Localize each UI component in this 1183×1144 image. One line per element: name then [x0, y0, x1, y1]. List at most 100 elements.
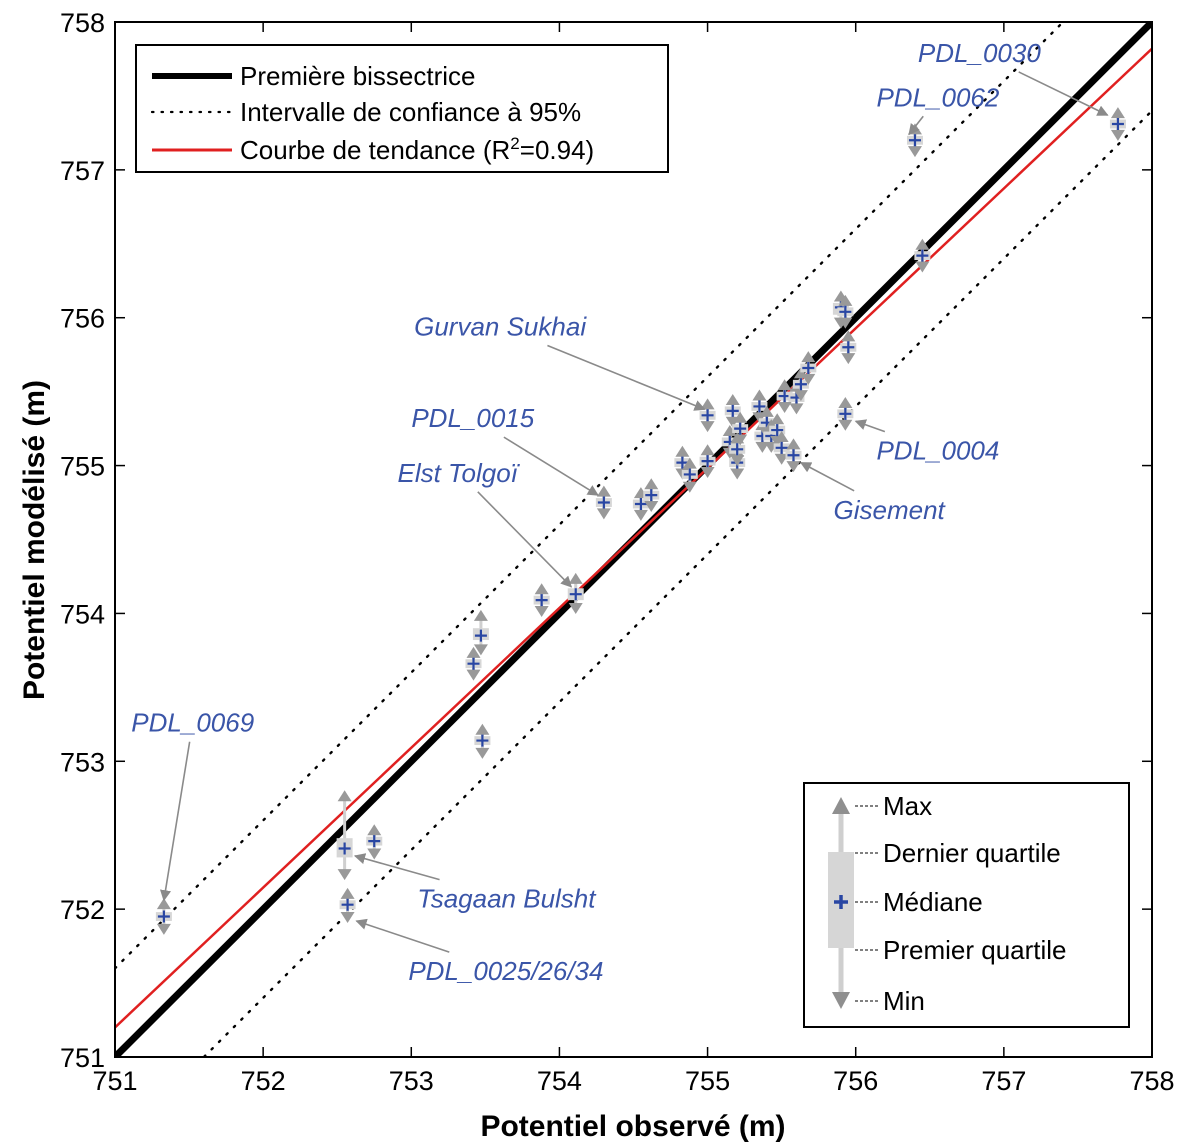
point-median-marker: [775, 441, 788, 454]
point-min-marker: [1110, 129, 1125, 141]
point-max-marker: [675, 445, 690, 457]
point-median-marker: [734, 422, 747, 435]
point-max-marker: [770, 413, 785, 425]
legend-label-trend: Courbe de tendance (R2=0.94): [240, 134, 594, 165]
boxplot-key-q3-label: Dernier quartile: [883, 838, 1061, 868]
boxplot-key: Max Dernier quartile Médiane Premier qua…: [803, 782, 1130, 1028]
point-min-marker: [730, 455, 745, 467]
annotation-arrow: [1018, 71, 1109, 116]
point-max-marker: [774, 430, 789, 442]
point-median-marker: [731, 443, 744, 456]
point-median-marker: [368, 835, 381, 848]
data-point: [837, 396, 854, 431]
point-min-marker: [644, 501, 659, 513]
point-median-marker: [676, 456, 689, 469]
point-min-marker: [596, 508, 611, 520]
point-median-marker: [569, 588, 582, 601]
point-median-marker: [771, 424, 784, 437]
annotation: PDL_0069: [131, 708, 254, 902]
y-tick-label: 752: [60, 895, 105, 925]
point-max-marker: [534, 583, 549, 595]
point-min-marker: [367, 848, 382, 860]
y-tick-label: 751: [60, 1043, 105, 1073]
point-min-marker: [534, 605, 549, 617]
annotation-arrow: [908, 115, 924, 136]
point-max-marker: [644, 478, 659, 490]
boxplot-key-min-label: Min: [883, 986, 925, 1016]
x-tick-label: 753: [389, 1066, 434, 1096]
data-point: [533, 583, 550, 617]
data-point: [339, 887, 356, 924]
data-points: [155, 107, 1126, 935]
point-max-marker: [915, 238, 930, 250]
data-point: [840, 330, 857, 365]
point-median-marker: [1111, 118, 1124, 131]
annotation: Elst Tolgoï: [397, 458, 573, 588]
point-median-marker: [338, 842, 351, 855]
point-median-marker: [839, 407, 852, 420]
point-max-marker: [733, 411, 748, 423]
point-max-marker: [722, 425, 737, 437]
data-point: [773, 430, 790, 465]
point-median-marker: [802, 361, 815, 374]
boxplot-key-frame: [803, 782, 1130, 1028]
point-min-marker: [841, 353, 856, 365]
confidence-lower-line: [202, 109, 1152, 1057]
annotation-label: PDL_0030: [918, 38, 1041, 68]
point-min-marker: [786, 461, 801, 473]
point-median-marker: [157, 910, 170, 923]
point-median-marker: [683, 468, 696, 481]
point-max-marker: [1110, 107, 1125, 119]
point-min-marker: [568, 603, 583, 615]
confidence-upper-line: [115, 22, 1065, 970]
point-min-marker: [700, 467, 715, 479]
data-point: [800, 351, 817, 385]
annotation-arrow: [353, 853, 440, 881]
annotation-arrow: [799, 461, 855, 492]
x-tick-label: 751: [92, 1066, 137, 1096]
data-point: [837, 294, 854, 329]
point-max-marker: [475, 723, 490, 735]
data-point: [776, 379, 793, 413]
y-tick-label: 758: [60, 8, 105, 38]
point-median-marker: [794, 378, 807, 391]
point-min-marker: [915, 261, 930, 273]
point-max-marker: [725, 393, 740, 405]
annotation: PDL_0025/26/34: [355, 918, 603, 986]
annotation: Gurvan Sukhai: [414, 311, 706, 411]
point-max-marker: [838, 396, 853, 408]
x-tick-label: 757: [981, 1066, 1026, 1096]
point-min-marker: [774, 453, 789, 465]
point-median-marker: [787, 449, 800, 462]
point-min-marker: [156, 923, 171, 935]
annotation-label: PDL_0069: [131, 708, 254, 738]
point-min-marker: [801, 373, 816, 385]
annotation-label: Gisement: [833, 495, 946, 525]
annotation-label: Elst Tolgoï: [397, 458, 520, 488]
boxplot-key-q1-label: Premier quartile: [883, 935, 1067, 965]
data-point: [474, 723, 491, 759]
point-min-marker: [475, 747, 490, 759]
annotation-arrow: [854, 419, 886, 433]
data-point: [906, 123, 923, 158]
point-min-marker: [755, 441, 770, 453]
data-point: [567, 572, 584, 615]
annotation: PDL_0004: [854, 419, 999, 466]
point-min-marker: [340, 912, 355, 924]
point-min-marker: [793, 390, 808, 402]
data-point: [465, 646, 482, 681]
point-min-marker: [473, 644, 488, 656]
point-max-marker: [700, 444, 715, 456]
point-max-marker: [466, 646, 481, 658]
legend: Première bissectrice Intervalle de confi…: [135, 44, 669, 173]
x-tick-label: 755: [685, 1066, 730, 1096]
x-tick-label: 752: [241, 1066, 286, 1096]
point-min-marker: [907, 146, 922, 158]
legend-label-confidence: Intervalle de confiance à 95%: [240, 97, 581, 127]
point-max-marker: [682, 457, 697, 469]
point-min-marker: [700, 421, 715, 433]
min-triangle-icon: [832, 992, 850, 1009]
point-max-marker: [841, 330, 856, 342]
annotation-label: PDL_0015: [411, 403, 534, 433]
point-min-marker: [682, 481, 697, 493]
